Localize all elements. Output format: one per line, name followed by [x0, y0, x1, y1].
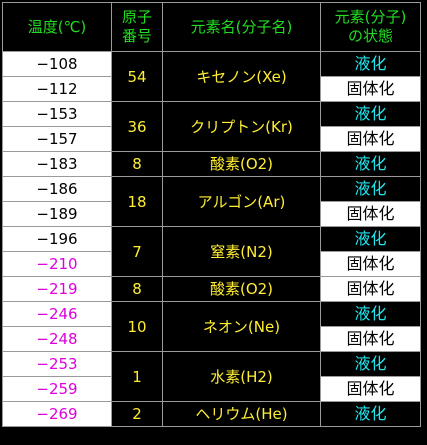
atomic-number-cell: 8	[111, 151, 163, 177]
temperature-cell: −108	[2, 51, 112, 77]
table-row: −112 固体化	[2, 76, 421, 102]
atomic-number-cell: 2	[111, 401, 163, 427]
element-name-cell: 水素(H2)	[162, 351, 321, 402]
temperature-cell: −210	[2, 251, 112, 277]
table-body: −108 54 キセノン(Xe) 液化 −112 固体化 −153 36 クリプトン(Kr) 液化…	[2, 51, 421, 427]
state-liquid-cell: 液化	[320, 51, 421, 77]
state-liquid-cell: 液化	[320, 301, 421, 327]
state-solid-cell: 固体化	[320, 76, 421, 102]
element-name-cell: ヘリウム(He)	[162, 401, 321, 427]
state-solid-cell: 固体化	[320, 376, 421, 402]
temperature-cell: −153	[2, 101, 112, 127]
element-name-cell: ネオン(Ne)	[162, 301, 321, 352]
table-row: −183 8 酸素(O2) 液化	[2, 151, 421, 177]
state-liquid-cell: 液化	[320, 401, 421, 427]
atomic-number-cell: 1	[111, 351, 163, 402]
header-element-name-label: 元素名(分子名)	[190, 17, 293, 36]
state-solid-cell: 固体化	[320, 126, 421, 152]
header-temperature: 温度(℃)	[2, 2, 112, 52]
atomic-number-cell: 10	[111, 301, 163, 352]
atomic-number-cell: 36	[111, 101, 163, 152]
table-row: −259 固体化	[2, 376, 421, 402]
element-name-cell: 酸素(O2)	[162, 151, 321, 177]
header-temperature-label: 温度(℃)	[27, 17, 87, 36]
table-row: −189 固体化	[2, 201, 421, 227]
element-state-table: 温度(℃) 原子 番号 元素名(分子名) 元素(分子) の状態 −108 54 キセ…	[2, 2, 421, 427]
state-solid-cell: 固体化	[320, 276, 421, 302]
table-row: −219 8 酸素(O2) 固体化	[2, 276, 421, 302]
atomic-number-cell: 8	[111, 276, 163, 302]
header-row: 温度(℃) 原子 番号 元素名(分子名) 元素(分子) の状態	[2, 2, 421, 52]
atomic-number-cell: 54	[111, 51, 163, 102]
table-row: −253 1 水素(H2) 液化	[2, 351, 421, 402]
table-row: −269 2 ヘリウム(He) 液化	[2, 401, 421, 427]
table-row: −153 36 クリプトン(Kr) 液化	[2, 101, 421, 152]
temperature-cell: −269	[2, 401, 112, 427]
state-solid-cell: 固体化	[320, 251, 421, 277]
atomic-number-cell: 7	[111, 226, 163, 277]
state-solid-cell: 固体化	[320, 326, 421, 352]
header-atomic-number-line2: 番号	[121, 27, 152, 45]
element-name-cell: 窒素(N2)	[162, 226, 321, 277]
temperature-cell: −189	[2, 201, 112, 227]
state-liquid-cell: 液化	[320, 226, 421, 252]
table-row: −210 固体化	[2, 251, 421, 277]
state-liquid-cell: 液化	[320, 151, 421, 177]
temperature-cell: −253	[2, 351, 112, 377]
table-header: 温度(℃) 原子 番号 元素名(分子名) 元素(分子) の状態	[2, 2, 421, 52]
element-name-cell: 酸素(O2)	[162, 276, 321, 302]
temperature-cell: −157	[2, 126, 112, 152]
temperature-cell: −248	[2, 326, 112, 352]
header-atomic-number: 原子 番号	[111, 2, 163, 52]
temperature-cell: −183	[2, 151, 112, 177]
temperature-cell: −246	[2, 301, 112, 327]
table-row: −108 54 キセノン(Xe) 液化	[2, 51, 421, 102]
temperature-cell: −196	[2, 226, 112, 252]
table-row: −248 固体化	[2, 326, 421, 352]
state-liquid-cell: 液化	[320, 176, 421, 202]
element-name-cell: キセノン(Xe)	[162, 51, 321, 102]
state-liquid-cell: 液化	[320, 351, 421, 377]
state-solid-cell: 固体化	[320, 201, 421, 227]
header-state-line2: の状態	[347, 27, 393, 45]
table-row: −246 10 ネオン(Ne) 液化	[2, 301, 421, 352]
element-name-cell: アルゴン(Ar)	[162, 176, 321, 227]
header-atomic-number-line1: 原子	[121, 8, 152, 26]
element-name-cell: クリプトン(Kr)	[162, 101, 321, 152]
header-state: 元素(分子) の状態	[320, 2, 421, 52]
header-state-line1: 元素(分子)	[334, 8, 407, 26]
state-liquid-cell: 液化	[320, 101, 421, 127]
temperature-cell: −219	[2, 276, 112, 302]
temperature-cell: −186	[2, 176, 112, 202]
table-row: −186 18 アルゴン(Ar) 液化	[2, 176, 421, 227]
temperature-cell: −259	[2, 376, 112, 402]
table-row: −196 7 窒素(N2) 液化	[2, 226, 421, 277]
header-element-name: 元素名(分子名)	[162, 2, 321, 52]
temperature-cell: −112	[2, 76, 112, 102]
atomic-number-cell: 18	[111, 176, 163, 227]
